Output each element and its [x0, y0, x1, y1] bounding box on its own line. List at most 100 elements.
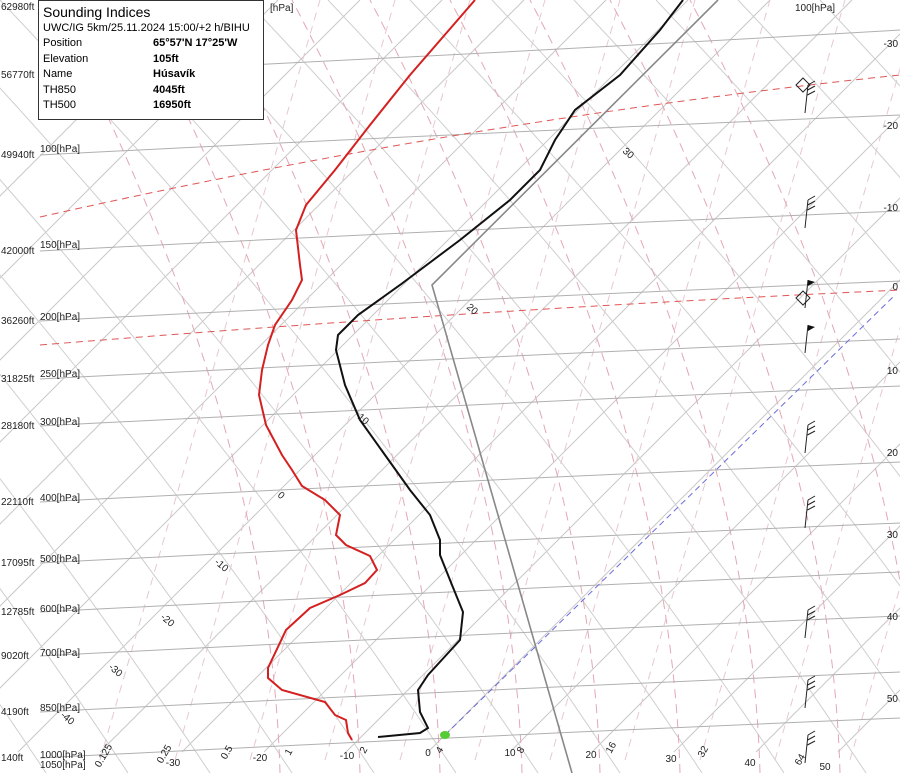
- info-row: Position 65°57'N 17°25'W: [43, 37, 259, 53]
- moist-adiabat: [529, 0, 761, 773]
- right-temp-label: -30: [884, 39, 899, 50]
- mixing-ratio-label: 4: [434, 745, 447, 756]
- isotherm: [0, 0, 443, 443]
- altitude-label: 31825ft: [1, 374, 35, 385]
- pressure-label: 500[hPa]: [40, 554, 80, 565]
- mixing-ratio-label: 0.125: [93, 742, 115, 770]
- pressure-label: 200[hPa]: [40, 312, 80, 323]
- right-temp-label: 10: [887, 366, 899, 377]
- isobar: [39, 338, 900, 380]
- isotherm: [0, 0, 279, 279]
- dry-adiabat: [0, 87, 539, 773]
- mixing-ratio-label: 8: [515, 745, 528, 756]
- mixing-ratio-label: 2: [358, 745, 371, 756]
- isotherm: [591, 443, 900, 753]
- altitude-label: 140ft: [1, 753, 23, 764]
- wind-marker: [795, 77, 811, 93]
- right-temp-label: 0: [892, 282, 898, 293]
- wind-barb: [807, 195, 816, 201]
- mixing-ratio-line: [699, 67, 900, 761]
- dry-adiabat: [0, 478, 211, 773]
- info-row: TH500 16950ft: [43, 99, 259, 115]
- wind-barb-staff: [804, 499, 809, 529]
- dry-adiabat: [409, 0, 900, 587]
- right-temp-label: -10: [884, 203, 899, 214]
- wind-barb-staff: [804, 84, 809, 114]
- info-key: Elevation: [43, 52, 89, 65]
- isobar: [39, 671, 900, 713]
- info-subtitle: UWC/IG 5km/25.11.2024 15:00/+2 h/BIHU: [43, 22, 250, 34]
- moist-adiabat: [689, 0, 900, 585]
- temperature-curve: [334, 0, 684, 738]
- pressure-label: 700[hPa]: [40, 648, 80, 659]
- top-pressure-label: 100[hPa]: [795, 3, 835, 14]
- right-temp-label: 30: [887, 530, 899, 541]
- altitude-label: 9020ft: [1, 651, 29, 662]
- isotherm: [99, 0, 853, 753]
- mixing-ratio-line: [624, 0, 846, 761]
- wind-barb: [807, 205, 816, 211]
- adiabat-label: -10: [212, 557, 230, 575]
- wind-barb: [807, 605, 816, 611]
- dry-adiabat: [163, 0, 785, 773]
- pressure-label: 250[hPa]: [40, 369, 80, 380]
- info-row: Elevation 105ft: [43, 53, 259, 69]
- isotherm: [673, 525, 900, 753]
- wind-barb: [807, 500, 816, 506]
- top-pressure-label: [hPa]: [270, 3, 294, 14]
- right-temp-label: -20: [884, 121, 899, 132]
- wind-barb: [807, 200, 816, 206]
- info-value: 16950ft: [153, 99, 191, 111]
- mixing-ratio-label: 16: [604, 740, 619, 756]
- altitude-label: 28180ft: [1, 421, 35, 432]
- wind-barb: [807, 430, 816, 436]
- mixing-ratio-line: [249, 0, 471, 761]
- mixing-ratio-line: [849, 585, 900, 761]
- mixing-ratio-line: [399, 0, 621, 761]
- wind-barb-staff: [804, 199, 809, 229]
- info-rows: Position 65°57'N 17°25'W Elevation 105ft Nam…: [43, 37, 259, 115]
- isobar: [39, 114, 900, 156]
- lcl-line: [444, 294, 896, 736]
- pressure-label: 600[hPa]: [40, 604, 80, 615]
- wind-barb: [807, 685, 816, 691]
- moist-adiabat: [369, 0, 601, 773]
- wind-barb-staff: [804, 424, 809, 454]
- dry-adiabat: [0, 373, 293, 773]
- isotherm: [0, 0, 689, 689]
- altitude-label: 49940ft: [1, 150, 35, 161]
- wind-barb: [807, 495, 816, 501]
- pressure-label: 300[hPa]: [40, 417, 80, 428]
- isotherm: [263, 115, 900, 753]
- altitude-label: 22110ft: [1, 497, 34, 508]
- wind-barb: [807, 730, 816, 736]
- adiabat-label: -30: [106, 662, 124, 680]
- bottom-temp-label: 0: [425, 748, 431, 759]
- wind-barb: [807, 420, 816, 426]
- isobar: [39, 571, 900, 613]
- info-value: Húsavík: [153, 68, 196, 80]
- dry-adiabat: [327, 0, 900, 703]
- info-row: Name Húsavík: [43, 68, 259, 84]
- adiabat-label: 20: [464, 302, 480, 318]
- wind-barb: [807, 675, 816, 681]
- bottom-temp-label: -10: [340, 751, 355, 762]
- altitude-label: 12785ft: [1, 607, 35, 618]
- adiabat-label: 0: [275, 490, 287, 502]
- wind-barb: [807, 615, 816, 621]
- wind-barb: [807, 90, 816, 96]
- mixing-ratio-label: 64: [793, 752, 808, 768]
- dry-adiabat: [0, 178, 457, 773]
- altitude-label: 4190ft: [1, 707, 29, 718]
- moist-adiabat: [291, 0, 523, 773]
- bottom-temp-label: 20: [585, 750, 597, 761]
- isotherm: [345, 197, 900, 753]
- isotherm: [755, 607, 900, 753]
- isobar: [39, 615, 900, 657]
- wind-barb: [807, 505, 816, 511]
- dry-adiabat: [573, 0, 900, 373]
- wind-barb-staff: [804, 609, 809, 639]
- wind-barb-staff: [804, 679, 809, 709]
- wind-barb: [807, 735, 816, 741]
